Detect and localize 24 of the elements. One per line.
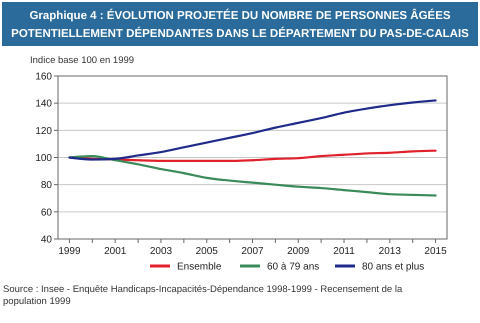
- y-tick-label: 140: [35, 98, 52, 110]
- x-tick-label: 2009: [287, 246, 310, 257]
- x-tick-label: 1999: [58, 246, 81, 257]
- y-tick-label: 160: [35, 72, 52, 82]
- y-axis-title: Indice base 100 en 1999: [30, 55, 134, 66]
- source-note: Source : Insee - Enquête Handicaps-Incapacités-Dépendance 1998-1999 - Recensement de la population 1999: [3, 284, 403, 307]
- line-series: [68, 99, 437, 161]
- x-tick-label: 2013: [378, 246, 402, 257]
- y-tick-label: 60: [40, 207, 52, 218]
- line-series: [68, 155, 437, 197]
- x-tick-label: 2005: [196, 246, 218, 257]
- chart-title: Graphique 4 : ÉVOLUTION PROJETÉE DU NOMBRE DE PERSONNES ÂGÉES POTENTIELLEMENT DÉPENDANTES DANS LE DÉPARTEMENT DU PAS-DE-CALAIS: [11, 8, 470, 40]
- y-tick-label: 120: [35, 126, 52, 137]
- y-tick-label: 100: [35, 153, 52, 164]
- x-tick-label: 2001: [104, 246, 127, 257]
- y-tick-label: 80: [40, 180, 52, 192]
- legend-label: 80 ans et plus: [362, 262, 424, 272]
- x-tick-label: 2007: [241, 246, 264, 257]
- y-tick-label: 40: [40, 234, 52, 246]
- legend-label: Ensemble: [177, 262, 222, 272]
- legend-label: 60 à 79 ans: [267, 262, 320, 272]
- x-tick-label: 2003: [150, 246, 173, 257]
- x-tick-label: 2015: [424, 246, 448, 257]
- x-tick-label: 2011: [333, 246, 356, 257]
